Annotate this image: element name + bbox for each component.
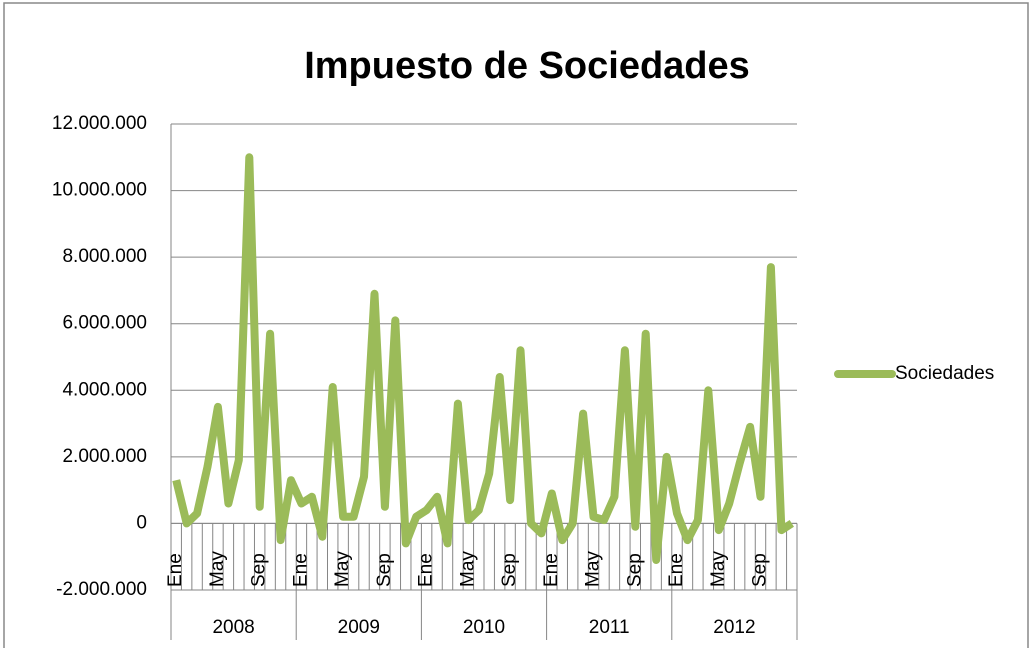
x-tick-label: May xyxy=(583,551,604,587)
x-tick-label: Sep xyxy=(499,553,520,587)
chart-border xyxy=(3,2,1029,648)
y-tick-label: -2.000.000 xyxy=(56,579,147,600)
x-tick-label: May xyxy=(708,551,729,587)
x-tick-label: Ene xyxy=(290,553,311,587)
legend-label: Sociedades xyxy=(895,363,994,384)
y-tick-label: 10.000.000 xyxy=(52,180,147,201)
y-tick-label: 6.000.000 xyxy=(62,313,147,334)
chart-title: Impuesto de Sociedades xyxy=(304,45,750,87)
year-label: 2010 xyxy=(463,617,505,638)
year-label: 2012 xyxy=(713,617,755,638)
y-tick-label: 4.000.000 xyxy=(62,379,147,400)
y-tick-label: 0 xyxy=(136,512,147,533)
year-label: 2009 xyxy=(338,617,380,638)
year-label: 2008 xyxy=(212,617,254,638)
x-tick-label: Sep xyxy=(249,553,270,587)
x-tick-label: Ene xyxy=(666,553,687,587)
x-tick-label: May xyxy=(207,551,228,587)
year-label: 2011 xyxy=(589,617,630,638)
y-tick-label: 2.000.000 xyxy=(62,446,147,467)
x-tick-label: May xyxy=(457,551,478,587)
series-line xyxy=(172,153,794,564)
x-tick-label: Ene xyxy=(541,553,562,587)
x-tick-label: Sep xyxy=(624,553,645,587)
y-tick-label: 8.000.000 xyxy=(62,246,147,267)
x-tick-label: Sep xyxy=(749,553,770,587)
x-tick-label: Sep xyxy=(374,553,395,587)
x-tick-label: Ene xyxy=(165,553,186,587)
x-tick-label: Ene xyxy=(416,553,437,587)
x-tick-label: May xyxy=(332,551,353,587)
y-tick-label: 12.000.000 xyxy=(52,113,147,134)
